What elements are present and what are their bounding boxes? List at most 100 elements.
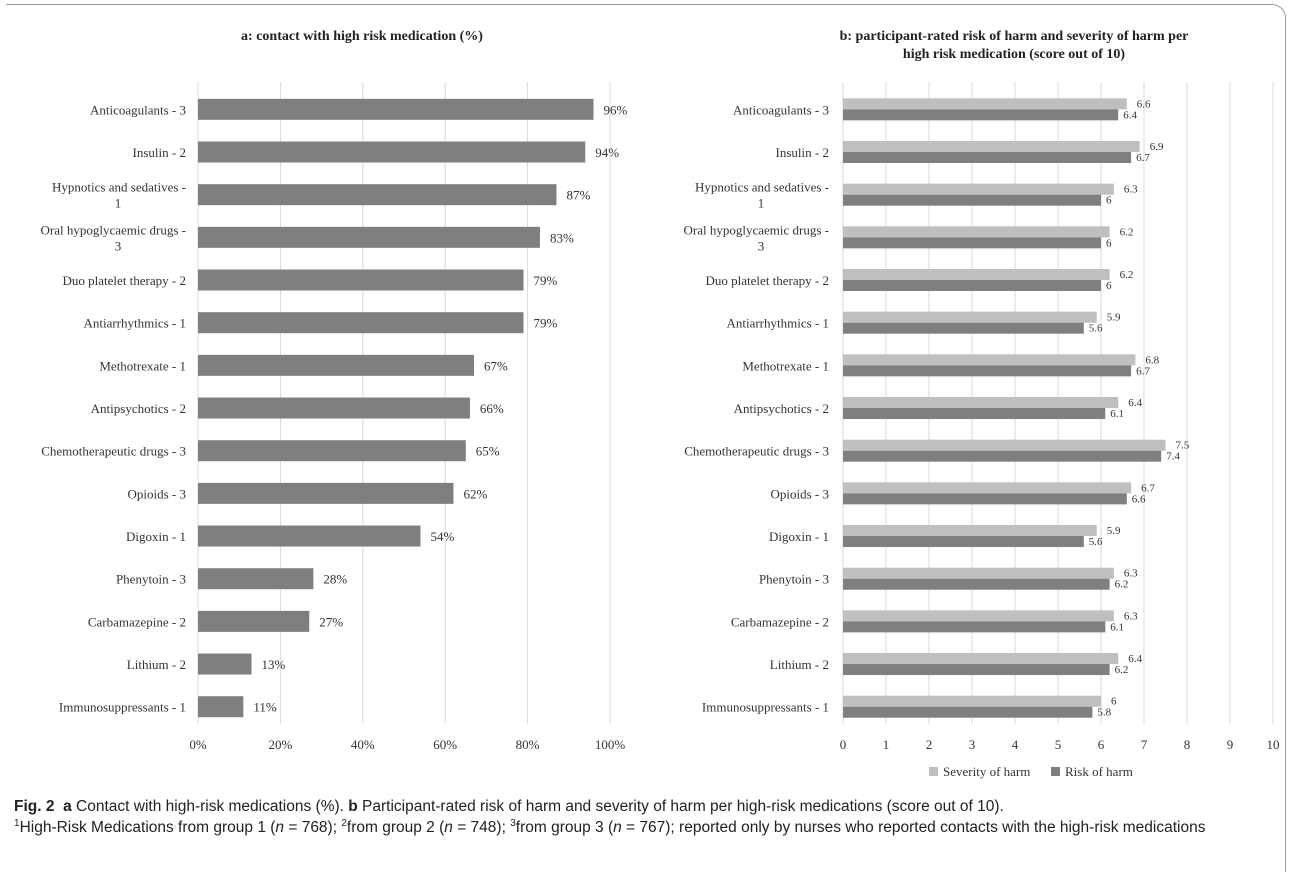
caption-part-2: from group 2 ( — [346, 819, 445, 836]
chart-b-data-label-severity: 6.8 — [1145, 354, 1159, 366]
chart-b-data-label-risk: 6.1 — [1110, 621, 1124, 633]
chart-b-bar-risk — [843, 237, 1101, 249]
chart-b-data-label-risk: 5.6 — [1089, 323, 1103, 335]
chart-a-category-label: Phenytoin - 3 — [116, 572, 186, 587]
chart-a-data-label: 94% — [595, 145, 619, 160]
chart-b-bar-severity — [843, 397, 1119, 409]
chart-a-bar — [198, 226, 540, 248]
chart-a-data-label: 13% — [262, 657, 286, 672]
chart-b-data-label-severity: 5.9 — [1107, 312, 1121, 324]
chart-b-bar-risk — [843, 578, 1110, 590]
chart-b-category-label: Carbamazepine - 2 — [731, 614, 829, 629]
chart-b-bar-risk — [843, 621, 1106, 633]
chart-b-category-label: Digoxin - 1 — [769, 529, 829, 544]
chart-b-x-tick-label: 0 — [840, 737, 847, 752]
chart-a-category-label: Opioids - 3 — [128, 486, 187, 501]
chart-b-category-label: Lithium - 2 — [770, 657, 829, 672]
chart-a-data-label: 66% — [480, 401, 504, 416]
chart-a-bar — [198, 98, 594, 120]
chart-b-x-tick-label: 7 — [1141, 737, 1148, 752]
chart-a-bar — [198, 696, 244, 718]
chart-b-category-label: Antipsychotics - 2 — [734, 401, 829, 416]
chart-a-bar — [198, 482, 454, 504]
chart-a-category-label: Methotrexate - 1 — [99, 358, 186, 373]
chart-b-bar-severity — [843, 653, 1119, 665]
caption-fig-label: Fig. 2 — [14, 798, 55, 815]
chart-a-bar — [198, 141, 586, 163]
chart-b-bar-risk — [843, 408, 1106, 420]
chart-a-x-tick-label: 80% — [516, 737, 540, 752]
chart-a-bar — [198, 653, 252, 675]
chart-b-data-label-risk: 5.8 — [1097, 707, 1111, 719]
caption-sup-1: 1 — [14, 817, 20, 829]
chart-b-bar-severity — [843, 269, 1110, 281]
chart-b-category-label: Anticoagulants - 3 — [733, 102, 829, 117]
chart-b-data-label-severity: 6.6 — [1137, 98, 1151, 110]
caption-part-3: from group 3 ( — [515, 819, 614, 836]
chart-b-data-label-severity: 5.9 — [1107, 525, 1121, 537]
chart-b-x-tick-label: 4 — [1012, 737, 1019, 752]
chart-b-legend-label: Severity of harm — [943, 764, 1030, 779]
chart-a-data-label: 11% — [253, 700, 277, 715]
caption-b-text: Participant-rated risk of harm and sever… — [357, 798, 1004, 815]
chart-a-category-label: Lithium - 2 — [127, 657, 186, 672]
chart-a-bar — [198, 354, 475, 376]
chart-b-data-label-risk: 6.7 — [1136, 152, 1150, 164]
chart-b-data-label-risk: 6.6 — [1132, 493, 1146, 505]
chart-b-x-tick-label: 2 — [926, 737, 933, 752]
chart-b-category-label: 3 — [758, 238, 765, 253]
chart-a-data-label: 62% — [463, 486, 487, 501]
chart-a-x-tick-label: 20% — [268, 737, 292, 752]
chart-a-x-tick-label: 40% — [351, 737, 375, 752]
chart-a-category-label: Carbamazepine - 2 — [88, 614, 186, 629]
chart-b-x-tick-label: 9 — [1227, 737, 1234, 752]
chart-a-category-label: Digoxin - 1 — [126, 529, 186, 544]
chart-a-category-label: Antipsychotics - 2 — [91, 401, 186, 416]
chart-a-category-label: Anticoagulants - 3 — [90, 102, 186, 117]
chart-b-data-label-risk: 6.2 — [1115, 579, 1129, 591]
chart-b-x-tick-label: 10 — [1267, 737, 1280, 752]
chart-a-data-label: 96% — [604, 102, 628, 117]
chart-a-data-label: 87% — [566, 188, 590, 203]
chart-b-bar-risk — [843, 152, 1132, 164]
chart-a-category-label: Hypnotics and sedatives - — [52, 180, 186, 195]
chart-a-title: a: contact with high risk medication (%) — [241, 29, 483, 44]
chart-b-bar-severity — [843, 226, 1110, 238]
chart-a-bar — [198, 312, 524, 334]
chart-b-category-label: Insulin - 2 — [776, 145, 829, 160]
chart-b-legend-label: Risk of harm — [1065, 764, 1133, 779]
chart-b-bar-risk — [843, 109, 1119, 121]
chart-b-bar-risk — [843, 664, 1110, 676]
chart-a-category-label: 1 — [115, 196, 122, 211]
chart-a-bar — [198, 397, 470, 419]
chart-b-category-label: Antiarrhythmics - 1 — [726, 316, 829, 331]
chart-a-data-label: 67% — [484, 358, 508, 373]
chart-a-category-label: Duo platelet therapy - 2 — [63, 273, 186, 288]
caption-sup-3: 3 — [510, 817, 516, 829]
chart-b-data-label-severity: 6.2 — [1120, 269, 1134, 281]
chart-b-category-label: Immunosuppressants - 1 — [702, 700, 829, 715]
chart-b-bar-severity — [843, 482, 1132, 494]
chart-b-bar-risk — [843, 280, 1101, 292]
chart-b-bar-severity — [843, 610, 1114, 622]
chart-b-bar-severity — [843, 354, 1136, 366]
chart-b-data-label-risk: 5.6 — [1089, 536, 1103, 548]
chart-b-bar-risk — [843, 536, 1084, 548]
chart-b-data-label-severity: 6.2 — [1120, 226, 1134, 238]
caption-eq-1: = 768); — [284, 819, 342, 836]
chart-b-bar-severity — [843, 525, 1097, 537]
chart-b-data-label-severity: 6.9 — [1150, 141, 1164, 153]
caption-n-3: n — [613, 819, 622, 836]
chart-b-bar-risk — [843, 493, 1127, 505]
chart-b-x-tick-label: 6 — [1098, 737, 1105, 752]
chart-a-category-label: Chemotherapeutic drugs - 3 — [41, 444, 186, 459]
caption-part-1: High-Risk Medications from group 1 ( — [19, 819, 276, 836]
chart-a-bar — [198, 184, 557, 206]
chart-a-data-label: 65% — [476, 444, 500, 459]
chart-b-data-label-risk: 6 — [1106, 280, 1112, 292]
chart-a-bar — [198, 269, 524, 291]
caption-n-1: n — [275, 819, 285, 836]
chart-a-bar — [198, 610, 310, 632]
chart-b-bar-severity — [843, 141, 1140, 153]
